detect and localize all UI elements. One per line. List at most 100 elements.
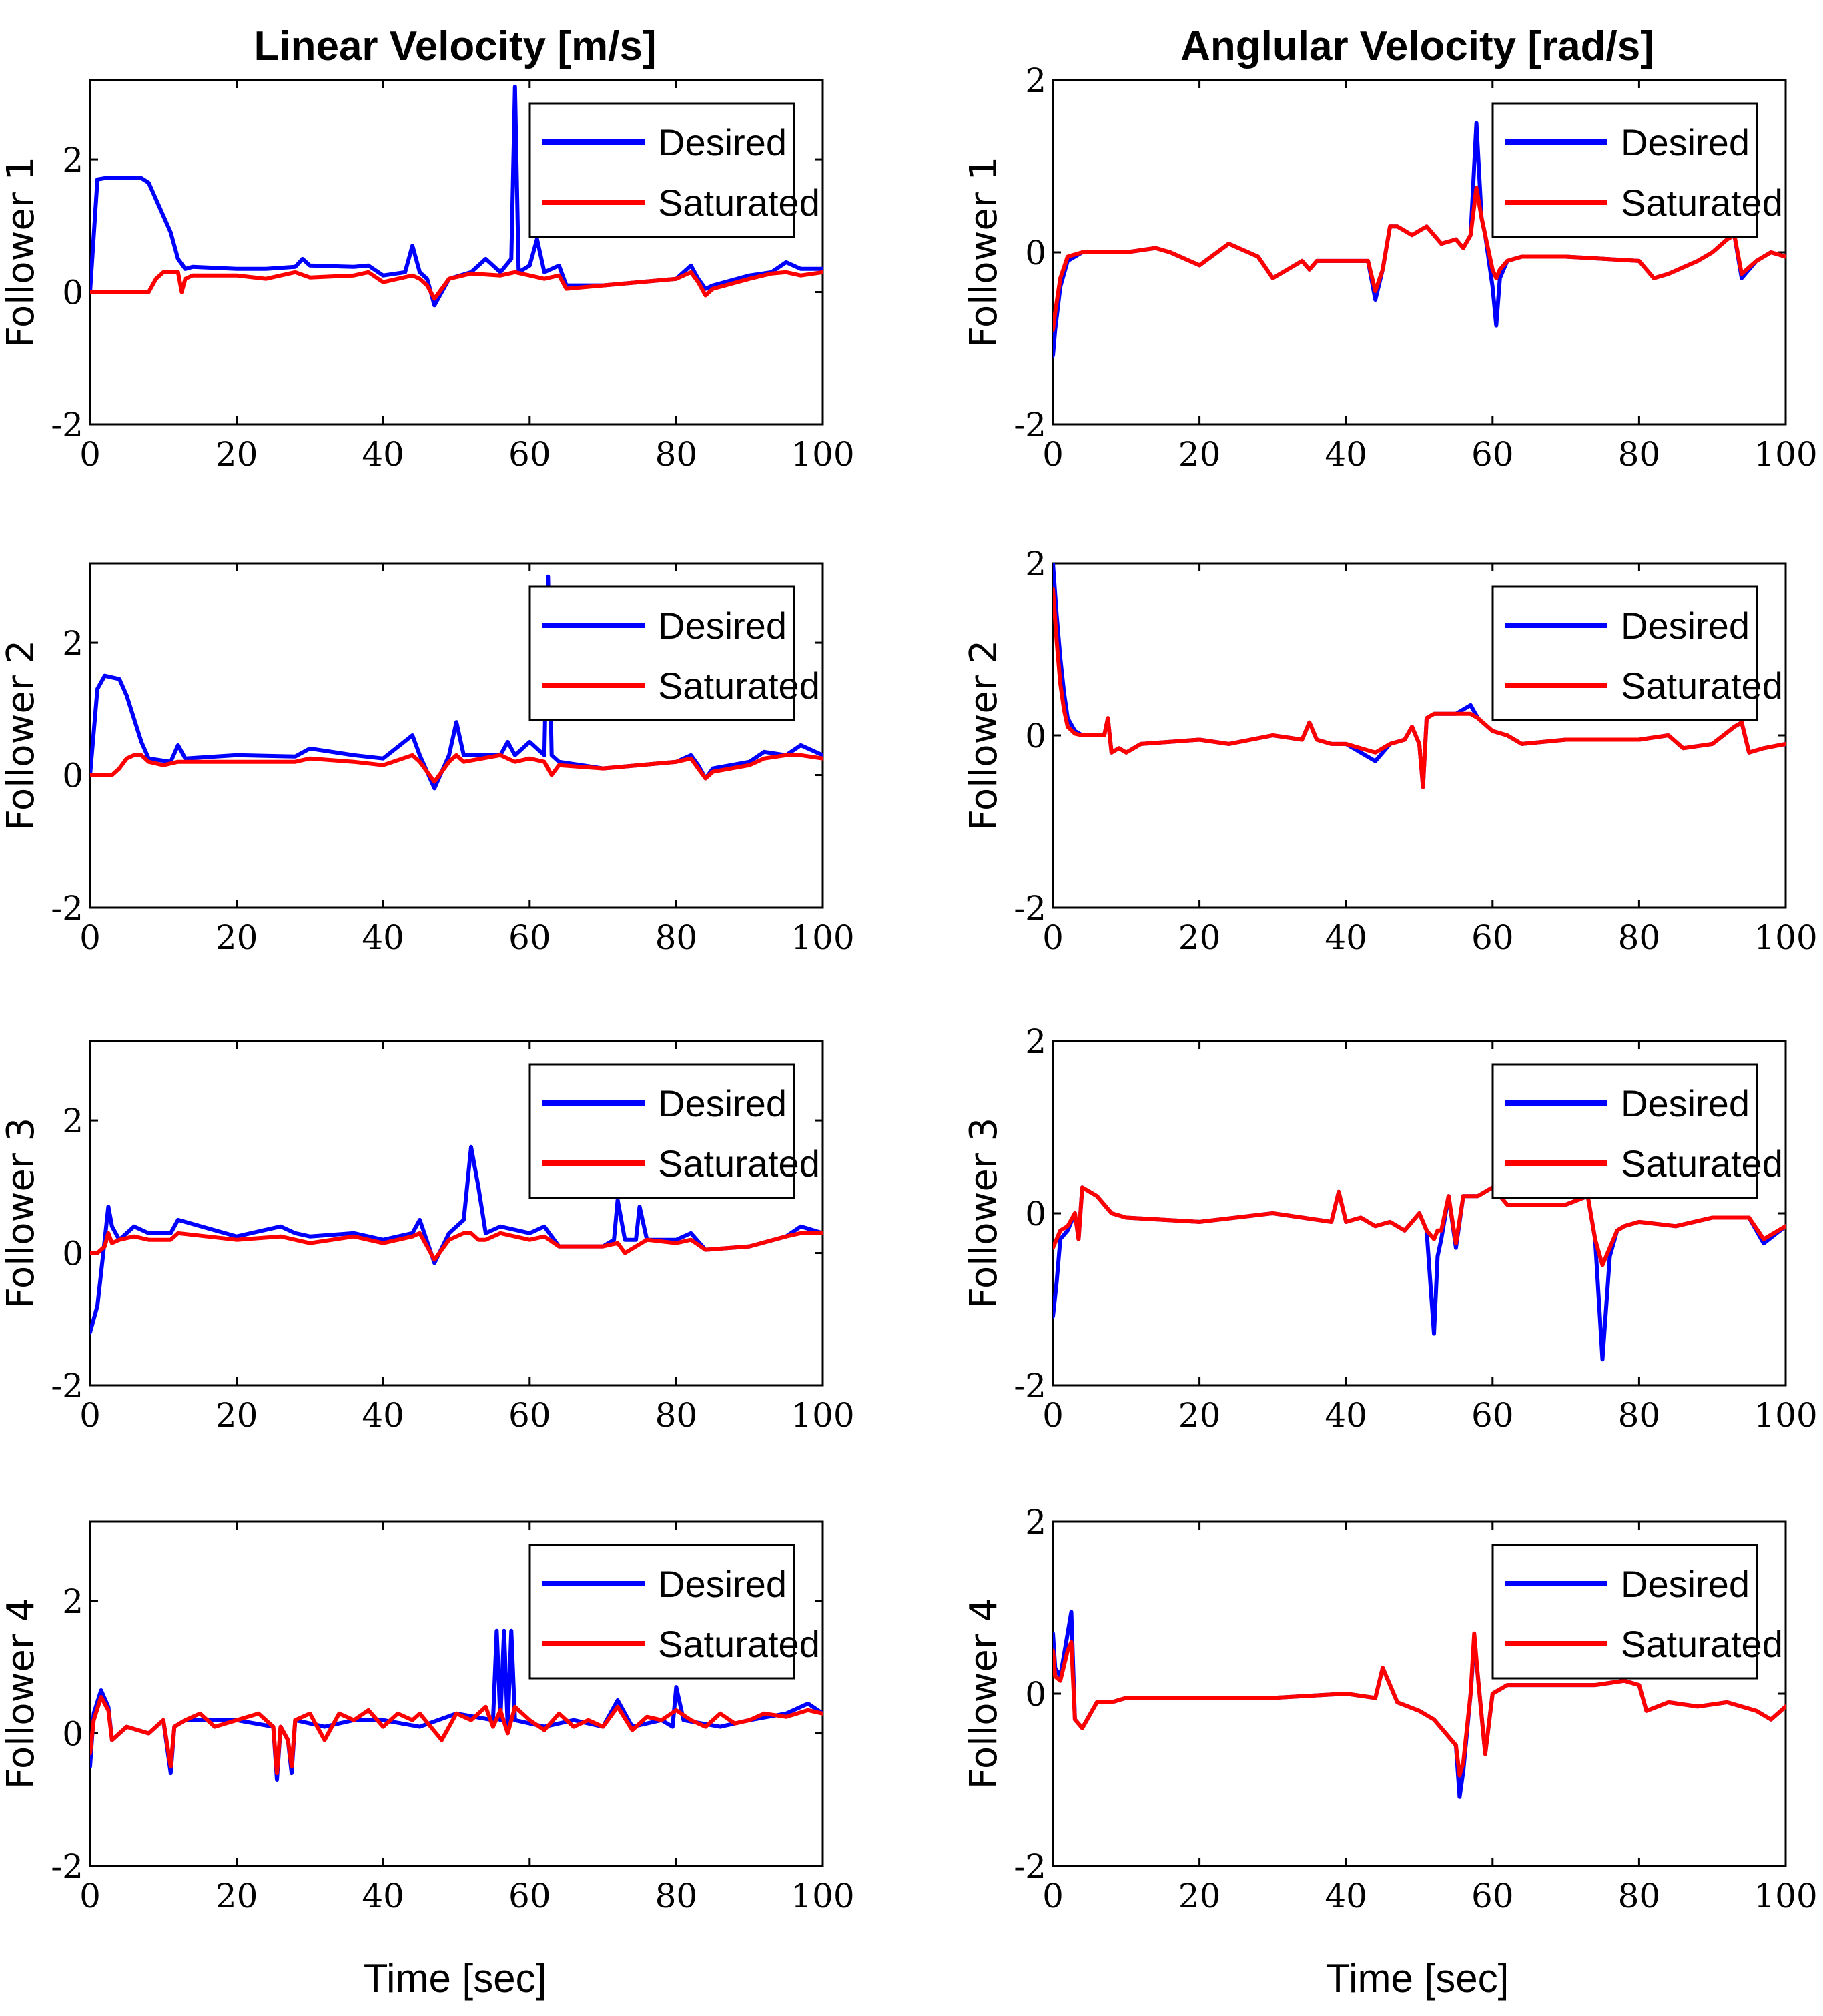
y-tick-label: -2 <box>1014 889 1046 928</box>
x-tick-label: 0 <box>79 1877 101 1915</box>
legend-label-desired: Desired <box>1621 1563 1750 1605</box>
legend-label-desired: Desired <box>1621 1082 1750 1124</box>
legend-label-desired: Desired <box>658 121 787 163</box>
x-tick-label: 100 <box>1754 1396 1817 1435</box>
y-tick-label: 0 <box>62 1715 83 1754</box>
legend-box <box>1491 102 1758 238</box>
y-tick-label: 2 <box>62 624 83 663</box>
legend-box <box>528 1063 795 1199</box>
legend-label-saturated: Saturated <box>658 1623 820 1665</box>
y-axis-label: Follower 4 <box>0 1598 43 1790</box>
x-tick-label: 100 <box>791 918 854 957</box>
legend: Desired Saturated <box>528 1544 820 1680</box>
x-axis-label-angular: Time [sec] <box>1326 1956 1509 2001</box>
legend-box <box>528 1544 795 1680</box>
legend: Desired Saturated <box>1491 102 1783 238</box>
legend-label-saturated: Saturated <box>658 665 820 707</box>
legend-box <box>1491 1063 1758 1199</box>
y-axis-label: Follower 3 <box>962 1118 1006 1309</box>
x-tick-label: 0 <box>79 1396 101 1435</box>
legend-label-desired: Desired <box>658 1563 787 1605</box>
x-tick-label: 20 <box>216 918 258 957</box>
x-tick-label: 20 <box>1178 435 1221 474</box>
legend-box <box>528 102 795 238</box>
x-axis-label-linear: Time [sec] <box>364 1956 546 2001</box>
x-tick-label: 20 <box>1178 918 1221 957</box>
series-line-saturated <box>1053 587 1786 789</box>
x-tick-label: 80 <box>655 918 698 957</box>
y-tick-label: 0 <box>1025 1195 1046 1233</box>
x-tick-label: 100 <box>1754 435 1817 474</box>
y-tick-label: -2 <box>51 889 83 928</box>
x-tick-label: 40 <box>362 1877 404 1915</box>
x-tick-label: 80 <box>1618 1877 1661 1915</box>
legend-label-desired: Desired <box>1621 121 1750 163</box>
x-tick-label: 80 <box>655 435 698 474</box>
y-tick-label: 0 <box>1025 1675 1046 1714</box>
y-tick-label: 0 <box>62 274 83 312</box>
column-title-linear: Linear Velocity [m/s] <box>254 23 657 69</box>
y-tick-label: 2 <box>62 1582 83 1621</box>
y-axis-label: Follower 4 <box>962 1598 1006 1790</box>
x-tick-label: 40 <box>1325 1877 1367 1915</box>
legend-box <box>528 585 795 721</box>
x-tick-label: 60 <box>1471 918 1514 957</box>
x-tick-label: 40 <box>362 1396 404 1435</box>
x-tick-label: 60 <box>1471 435 1514 474</box>
x-tick-label: 100 <box>791 1877 854 1915</box>
legend: Desired Saturated <box>1491 1063 1783 1199</box>
y-tick-label: -2 <box>51 1847 83 1886</box>
series-line-saturated <box>90 1231 823 1262</box>
y-axis-label: Follower 3 <box>0 1118 43 1309</box>
y-tick-label: 0 <box>1025 234 1046 272</box>
y-tick-label: -2 <box>1014 406 1046 444</box>
legend-box <box>1491 1544 1758 1680</box>
legend-label-desired: Desired <box>658 605 787 647</box>
legend: Desired Saturated <box>1491 1544 1783 1680</box>
x-tick-label: 40 <box>1325 1396 1367 1435</box>
series-line-saturated <box>1053 1185 1786 1267</box>
series-line-saturated <box>1053 1631 1786 1778</box>
x-tick-label: 0 <box>1042 918 1064 957</box>
x-tick-label: 40 <box>362 918 404 957</box>
legend-label-saturated: Saturated <box>658 182 820 224</box>
legend-box <box>1491 585 1758 721</box>
y-tick-label: 2 <box>1025 1022 1046 1061</box>
legend: Desired Saturated <box>528 1063 820 1199</box>
y-tick-label: 2 <box>1025 1503 1046 1542</box>
x-tick-label: 20 <box>216 1877 258 1915</box>
series-line-saturated <box>1053 186 1786 332</box>
x-tick-label: 0 <box>1042 435 1064 474</box>
x-tick-label: 20 <box>216 435 258 474</box>
legend-label-saturated: Saturated <box>1621 1623 1783 1665</box>
x-tick-label: 100 <box>1754 1877 1817 1915</box>
legend: Desired Saturated <box>528 585 820 721</box>
x-tick-label: 60 <box>1471 1877 1514 1915</box>
y-tick-label: 2 <box>62 141 83 180</box>
x-tick-label: 0 <box>79 435 101 474</box>
y-tick-label: -2 <box>1014 1367 1046 1405</box>
y-tick-label: -2 <box>51 406 83 444</box>
y-tick-label: 2 <box>62 1102 83 1140</box>
x-tick-label: 80 <box>1618 1396 1661 1435</box>
x-tick-label: 60 <box>508 1877 551 1915</box>
y-tick-label: 2 <box>1025 545 1046 583</box>
y-tick-label: 2 <box>1025 61 1046 100</box>
x-tick-label: 0 <box>1042 1396 1064 1435</box>
legend-label-saturated: Saturated <box>658 1142 820 1185</box>
x-tick-label: 40 <box>1325 435 1367 474</box>
legend: Desired Saturated <box>1491 585 1783 721</box>
legend-label-saturated: Saturated <box>1621 1142 1783 1185</box>
x-tick-label: 0 <box>79 918 101 957</box>
x-tick-label: 80 <box>655 1396 698 1435</box>
x-tick-label: 60 <box>508 1396 551 1435</box>
x-tick-label: 100 <box>791 1396 854 1435</box>
